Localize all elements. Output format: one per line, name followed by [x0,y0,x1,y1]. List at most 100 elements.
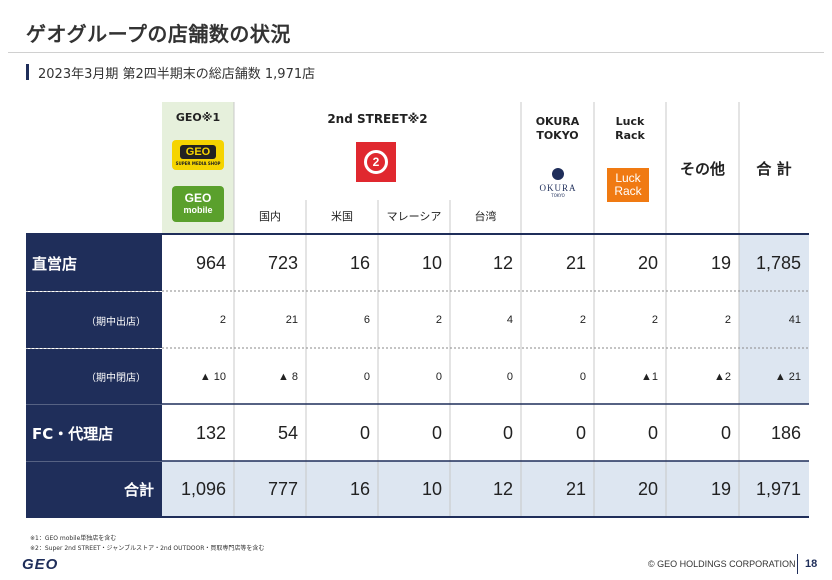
table-cell: 0 [647,422,658,443]
table-cell: 2 [724,314,731,326]
subheader-us-label: 米国 [331,210,353,223]
geo-column-label: GEO※1 [175,110,221,124]
row-label-total-text: 合計 [123,481,154,499]
subheader-malaysia: マレーシア [378,202,450,230]
footer-geo-logo: GEO [22,556,58,573]
subheader-us: 米国 [306,202,378,230]
geo-logo-sub: SUPER MEDIA SHOP [175,160,221,166]
luck-rack-label: Luck Rack [615,115,645,142]
subheader-domestic: 国内 [234,202,306,230]
geo-mobile-logo-sub: mobile [183,205,213,215]
table-cell: 2 [579,314,586,326]
table-cell: ▲1 [640,370,658,383]
second-street-logo-text: 2 [364,150,388,174]
table-cell: ▲2 [713,370,731,383]
table-cell: 777 [267,479,298,499]
table-cell: 1,785 [755,252,801,273]
table-cell: 4 [506,314,513,326]
table-cell: 0 [431,422,442,443]
geo-column-header: GEO※1 [162,108,234,126]
okura-logo-sub: TOKYO [551,193,565,198]
table-cell: 21 [565,252,586,273]
title-divider [8,52,824,53]
table-cell: 2 [435,314,442,326]
page-number-divider [797,554,798,574]
subtitle-marker [26,64,29,80]
table-cell: 0 [363,370,370,383]
table-cell: 964 [195,252,226,273]
okura-column-header: OKURA TOKYO [521,112,594,146]
okura-logo-text: OKURA [539,183,577,193]
second-street-label: 2nd STREET※2 [327,112,428,126]
table-cell: 20 [637,479,658,499]
okura-label: OKURA TOKYO [535,115,580,142]
subheader-malaysia-label: マレーシア [386,210,442,223]
table-cell: 0 [579,370,586,383]
table-cell: ▲ 21 [774,370,801,383]
row-label-fc-text: FC・代理店 [32,424,114,443]
table-cell: 1,096 [180,479,226,499]
table-cell: 19 [710,479,731,499]
table-cell: 0 [359,422,370,443]
table-cell: ▲ 8 [277,370,298,383]
total-column-bg [739,234,809,404]
row-label-direct-text: 直営店 [32,254,78,273]
row-label-closed: （期中閉店） [26,349,162,404]
page-title: ゲオグループの店舗数の状況 [26,22,291,46]
luck-logo-line1: Luck [615,171,641,185]
table-cell: 20 [637,252,658,273]
table-cell: ▲ 10 [199,370,226,383]
row-label-closed-text: （期中閉店） [86,373,146,384]
table-cell: 54 [277,422,298,443]
page-number: 18 [805,558,818,570]
table-cell: 10 [421,252,442,273]
copyright: © GEO HOLDINGS CORPORATION [648,559,796,569]
table-cell: 2 [219,314,226,326]
table-cell: 0 [506,370,513,383]
table-cell: 0 [575,422,586,443]
okura-emblem-icon [552,168,564,180]
table-cell: 12 [492,479,513,499]
luck-rack-column-header: Luck Rack [594,112,666,146]
footnote-2: ※2：Super 2nd STREET・ジャンブルストア・2nd OUTDOOR… [30,545,265,552]
footnote-1: ※1：GEO mobile単独店を含む [30,535,117,542]
table-cell: 16 [349,479,370,499]
row-label-direct: 直営店 [26,235,162,291]
second-street-logo: 2 [356,142,396,182]
subtitle: 2023年3月期 第2四半期末の総店舗数 1,971店 [38,67,316,82]
table-cell: 21 [285,314,298,326]
luck-rack-logo: Luck Rack [607,168,649,202]
second-street-column-header: 2nd STREET※2 [234,108,521,130]
table-cell: 0 [435,370,442,383]
geo-mobile-logo: GEO mobile [172,186,224,222]
geo-mobile-logo-text: GEO [184,191,212,205]
other-label: その他 [679,159,725,178]
footer-logo-text: GEO [22,556,59,573]
subheader-domestic-label: 国内 [259,210,281,223]
table-cell: 132 [195,422,226,443]
other-column-header: その他 [666,102,739,234]
table-cell: 2 [651,314,658,326]
row-label-opened: （期中出店） [26,292,162,348]
table-cell: 186 [770,422,801,443]
okura-logo: OKURA TOKYO [530,168,586,208]
total-column-header: 合 計 [739,102,809,234]
table-cell: 12 [492,252,513,273]
row-label-opened-text: （期中出店） [86,316,146,328]
table-cell: 1,971 [755,479,801,499]
table-cell: 6 [363,314,370,326]
row-label-total: 合計 [26,462,162,517]
subheader-taiwan: 台湾 [450,202,521,230]
table-cell: 0 [720,422,731,443]
geo-logo: GEO SUPER MEDIA SHOP [172,140,224,170]
table-cell: 723 [267,252,298,273]
table-cell: 10 [421,479,442,499]
table-cell: 0 [502,422,513,443]
total-label: 合 計 [756,159,792,178]
subheader-taiwan-label: 台湾 [474,210,497,223]
table-cell: 41 [788,314,801,326]
table-cell: 21 [565,479,586,499]
geo-logo-text: GEO [179,144,217,159]
row-label-fc: FC・代理店 [26,405,162,461]
